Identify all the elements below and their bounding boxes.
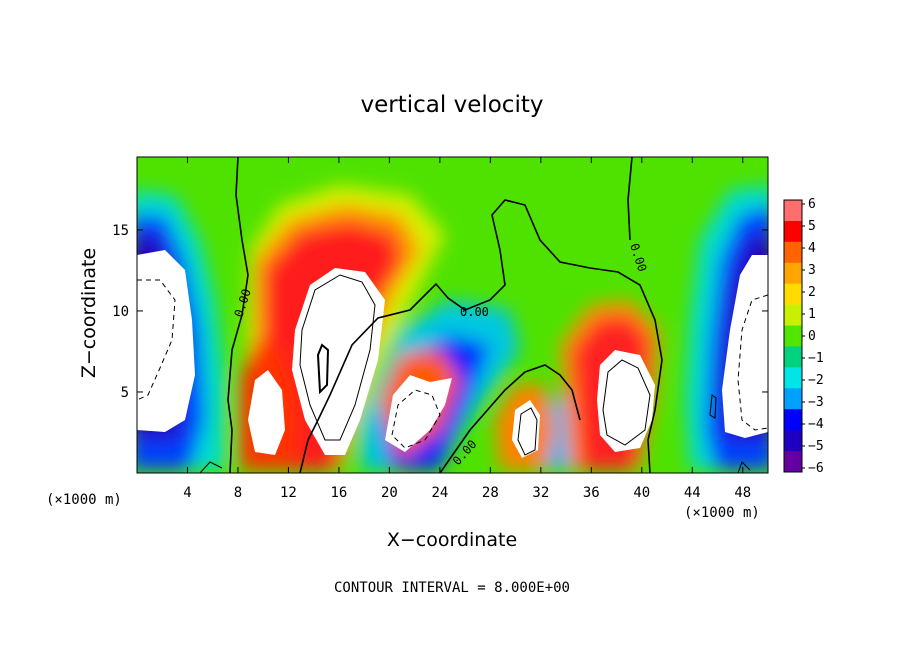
colorbar-label: −3 [808,395,824,410]
x-tick-label: 8 [234,485,242,501]
colorbar-label: 6 [808,197,816,212]
colorbar-segment [784,304,802,327]
x-tick-label: 48 [734,485,751,501]
colorbar-label: 0 [808,329,816,344]
zero-contour-lower [439,364,581,473]
colorbar-label: −6 [808,461,824,476]
colorbar-label: 3 [808,263,816,278]
contour-inner-updraft [299,274,376,441]
contour-lines [137,157,768,473]
colorbar-label: −4 [808,417,824,432]
core-downdraft-right [722,255,768,438]
velocity-field: 0.00 0.00 0.00 0.00 [137,157,768,473]
x-tick-label: 16 [330,485,347,501]
colorbar-segment [784,388,802,410]
colorbar-label: 2 [808,285,816,300]
x-tick-label: 24 [431,485,448,501]
core-updraft-left [248,370,285,455]
contour-right-updraft [602,359,651,446]
x-tick-label: 12 [280,485,297,501]
x-tick-label: 28 [482,485,499,501]
contour-left-downdraft [137,279,176,401]
colorbar-label: 5 [808,219,816,234]
colorbar-segment [784,367,802,389]
colorbar-segment [784,220,802,243]
y-tick-label: 10 [112,304,129,320]
core-updraft-low [512,400,540,458]
colorbar-label: −1 [808,351,824,366]
contour-small-blob-a [199,461,223,473]
y-tick-label: 5 [121,385,129,401]
x-axis-ticks: 4 8 12 16 20 24 28 32 36 40 44 48 [183,157,751,501]
colorbar-segment [784,430,802,452]
x-unit-label: (×1000 m) [46,492,122,508]
colorbar-segment [784,325,802,347]
x-tick-label: 44 [684,485,701,501]
colorbar-segment [784,451,802,473]
colorbar-label: −2 [808,373,824,388]
y-axis-label: Z−coordinate [78,248,100,378]
x-axis-label: X−coordinate [387,529,517,551]
contour-interval-label: CONTOUR INTERVAL = 8.000E+00 [334,580,570,596]
core-updraft-right [597,350,655,452]
colorbar-segment [784,262,802,285]
contour-low-updraft [517,407,538,456]
contour-mid-downdraft [391,389,441,449]
y-axis-ticks: 5 10 15 [112,223,768,401]
colorbar-label: −5 [808,439,824,454]
colorbar: 6 5 4 3 2 1 0 −1 −2 −3 −4 −5 −6 [783,197,824,476]
contour-label-center: 0.00 [460,305,489,319]
z-unit-label: (×1000 m) [684,505,760,521]
contour-core-updraft [316,343,330,395]
contour-small-blob-c [709,394,717,419]
x-tick-label: 4 [183,485,191,501]
colorbar-segment [784,241,802,264]
colorbar-label: 4 [808,241,816,256]
colorbar-label: 1 [808,307,816,322]
x-tick-label: 36 [583,485,600,501]
x-tick-label: 32 [532,485,549,501]
colorbar-segment [784,409,802,431]
contour-right-downdraft [737,294,768,431]
core-updraft-mid [385,375,452,452]
chart-title: vertical velocity [361,92,544,118]
contour-small-blob-b [737,461,751,473]
y-tick-label: 15 [112,223,129,239]
colorbar-segment [784,346,802,368]
x-tick-label: 20 [381,485,398,501]
zero-contour-center [299,199,663,473]
colorbar-segment [784,200,802,222]
colorbar-segment [784,283,802,306]
zero-contour-left [227,157,249,473]
zero-contour-right [627,157,633,241]
x-tick-label: 40 [633,485,650,501]
core-updraft-main [292,268,385,455]
plot-frame [136,156,769,474]
